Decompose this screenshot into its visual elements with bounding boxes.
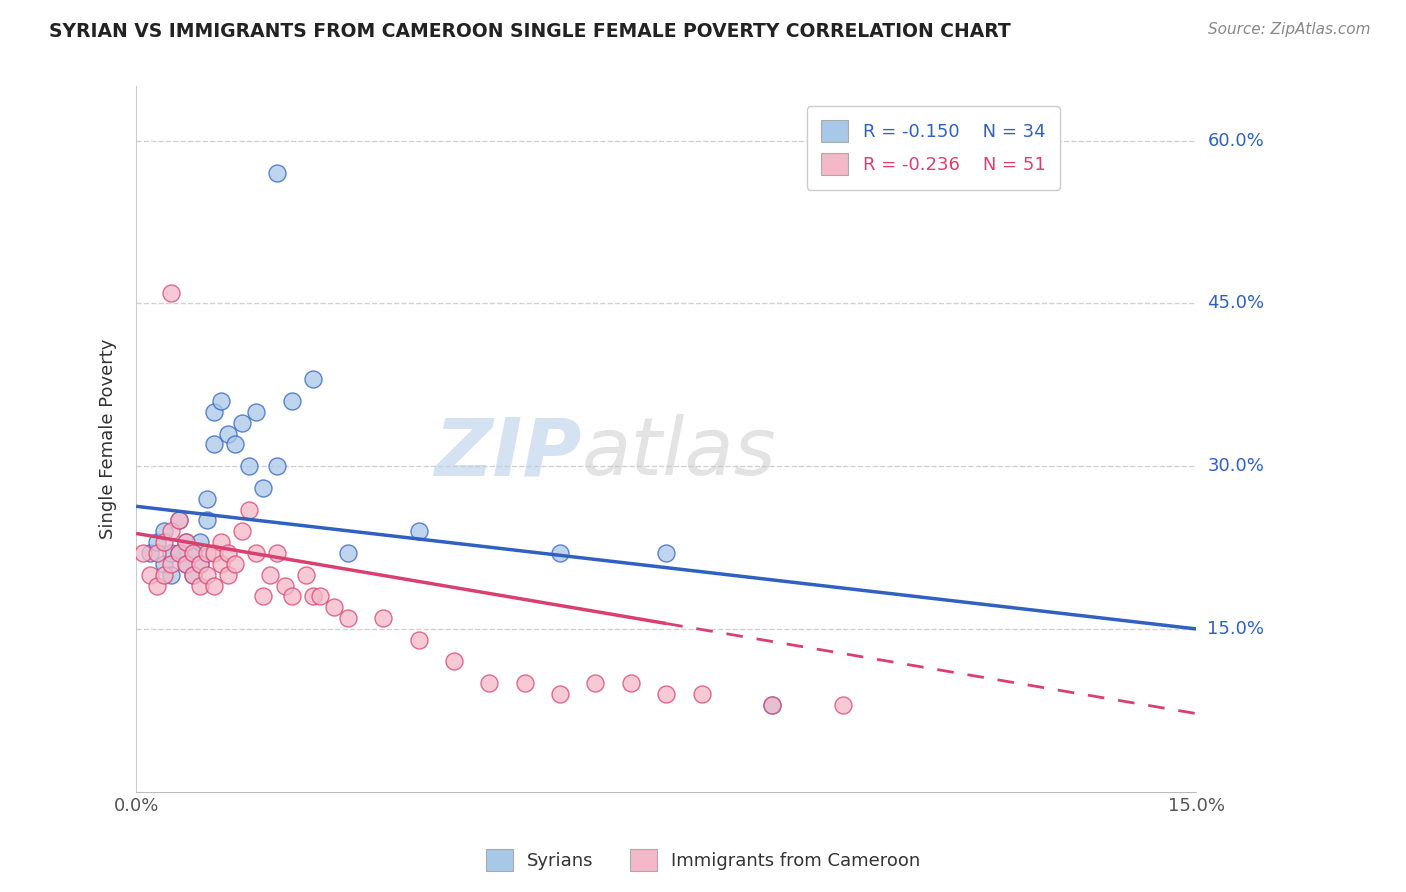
- Point: [280, 590, 302, 604]
- Text: Source: ZipAtlas.com: Source: ZipAtlas.com: [1208, 22, 1371, 37]
- Point: [160, 546, 183, 560]
- Point: [202, 578, 225, 592]
- Point: [181, 546, 204, 560]
- Point: [188, 578, 211, 592]
- Point: [217, 426, 239, 441]
- Point: [301, 372, 323, 386]
- Point: [188, 557, 211, 571]
- Point: [224, 437, 246, 451]
- Point: [337, 611, 360, 625]
- Point: [308, 590, 330, 604]
- Point: [146, 578, 169, 592]
- Text: 45.0%: 45.0%: [1208, 294, 1264, 312]
- Point: [174, 557, 197, 571]
- Point: [245, 405, 267, 419]
- Point: [153, 524, 176, 539]
- Point: [202, 405, 225, 419]
- Text: ZIP: ZIP: [434, 414, 581, 492]
- Point: [153, 567, 176, 582]
- Point: [761, 698, 783, 712]
- Point: [195, 567, 218, 582]
- Point: [139, 546, 162, 560]
- Point: [167, 513, 190, 527]
- Point: [195, 513, 218, 527]
- Point: [266, 166, 288, 180]
- Point: [167, 513, 190, 527]
- Y-axis label: Single Female Poverty: Single Female Poverty: [100, 339, 117, 540]
- Point: [294, 567, 316, 582]
- Text: 60.0%: 60.0%: [1208, 132, 1264, 150]
- Point: [188, 557, 211, 571]
- Point: [160, 285, 183, 300]
- Point: [167, 546, 190, 560]
- Point: [231, 416, 253, 430]
- Point: [146, 546, 169, 560]
- Point: [160, 557, 183, 571]
- Point: [231, 524, 253, 539]
- Point: [181, 567, 204, 582]
- Point: [139, 567, 162, 582]
- Text: 15.0%: 15.0%: [1208, 620, 1264, 638]
- Point: [224, 557, 246, 571]
- Point: [217, 546, 239, 560]
- Point: [160, 567, 183, 582]
- Point: [174, 535, 197, 549]
- Point: [181, 546, 204, 560]
- Point: [273, 578, 295, 592]
- Point: [655, 546, 678, 560]
- Point: [195, 491, 218, 506]
- Point: [259, 567, 281, 582]
- Point: [266, 546, 288, 560]
- Point: [408, 632, 430, 647]
- Point: [655, 687, 678, 701]
- Point: [153, 535, 176, 549]
- Point: [195, 546, 218, 560]
- Point: [690, 687, 713, 701]
- Point: [188, 535, 211, 549]
- Point: [160, 524, 183, 539]
- Point: [132, 546, 155, 560]
- Point: [373, 611, 395, 625]
- Point: [585, 676, 607, 690]
- Point: [167, 546, 190, 560]
- Point: [217, 567, 239, 582]
- Point: [620, 676, 643, 690]
- Point: [209, 394, 232, 409]
- Point: [831, 698, 853, 712]
- Point: [181, 567, 204, 582]
- Point: [280, 394, 302, 409]
- Point: [513, 676, 536, 690]
- Point: [548, 687, 571, 701]
- Point: [146, 535, 169, 549]
- Text: atlas: atlas: [581, 414, 776, 492]
- Point: [245, 546, 267, 560]
- Point: [478, 676, 501, 690]
- Point: [548, 546, 571, 560]
- Point: [408, 524, 430, 539]
- Point: [238, 459, 260, 474]
- Point: [174, 557, 197, 571]
- Point: [202, 437, 225, 451]
- Point: [443, 655, 465, 669]
- Point: [238, 502, 260, 516]
- Point: [209, 557, 232, 571]
- Point: [174, 535, 197, 549]
- Point: [337, 546, 360, 560]
- Point: [323, 600, 346, 615]
- Point: [252, 481, 274, 495]
- Legend: Syrians, Immigrants from Cameroon: Syrians, Immigrants from Cameroon: [478, 842, 928, 879]
- Point: [761, 698, 783, 712]
- Point: [153, 557, 176, 571]
- Point: [301, 590, 323, 604]
- Text: 30.0%: 30.0%: [1208, 458, 1264, 475]
- Text: SYRIAN VS IMMIGRANTS FROM CAMEROON SINGLE FEMALE POVERTY CORRELATION CHART: SYRIAN VS IMMIGRANTS FROM CAMEROON SINGL…: [49, 22, 1011, 41]
- Legend: R = -0.150    N = 34, R = -0.236    N = 51: R = -0.150 N = 34, R = -0.236 N = 51: [807, 106, 1060, 190]
- Point: [266, 459, 288, 474]
- Point: [252, 590, 274, 604]
- Point: [202, 546, 225, 560]
- Point: [209, 535, 232, 549]
